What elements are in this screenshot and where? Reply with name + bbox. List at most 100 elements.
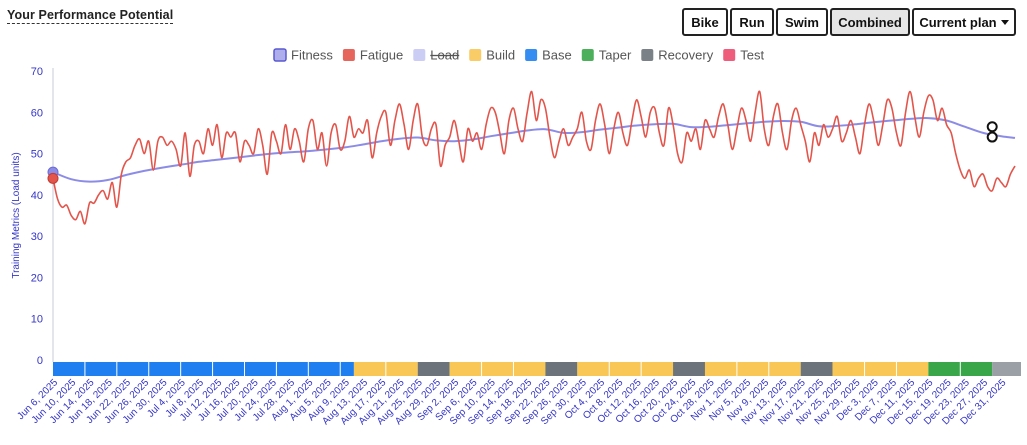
phase-block-taper [928,362,993,376]
phase-block-recovery [417,362,450,376]
x-tick-label: Aug 21, 2025 [357,377,407,427]
x-tick-label: Oct 16, 2025 [614,377,663,426]
y-tick-label: 40 [31,190,43,202]
phase-block-build [577,362,674,376]
x-tick-label: Nov 21, 2025 [776,377,826,427]
legend-label-build[interactable]: Build [486,48,515,63]
legend-label-test[interactable]: Test [740,48,764,63]
phase-block-build [704,362,801,376]
fatigue-start-point [47,172,59,184]
legend-swatch-taper[interactable] [581,49,594,61]
x-tick-label: Dec 15, 2025 [886,377,936,427]
phase-block-other [992,362,1021,376]
x-tick-label: Sep 30, 2025 [539,377,589,427]
legend-label-recovery[interactable]: Recovery [658,48,713,63]
current-plan-dropdown[interactable]: Current plan [912,8,1016,36]
phase-block-build [449,362,546,376]
legend-swatch-base[interactable] [525,49,538,61]
view-toggle-group: Bike Run Swim Combined Current plan [682,8,1016,36]
x-tick-label: Nov 25, 2025 [794,377,844,427]
phase-block-build [832,362,929,376]
fitness-start-point [47,166,59,178]
x-tick-label: Nov 1, 2025 [689,377,735,423]
phase-block-base [53,362,354,376]
x-tick-label: Dec 23, 2025 [922,377,972,427]
phase-block-build [353,362,418,376]
x-tick-label: Sep 18, 2025 [484,377,534,427]
x-tick-label: Nov 29, 2025 [813,377,863,427]
y-axis-title: Training Metrics (Load units) [11,152,22,278]
x-tick-label: Dec 27, 2025 [940,377,990,427]
x-tick-label: Oct 4, 2025 [563,377,608,422]
x-tick-label: Jul 20, 2025 [214,377,261,424]
x-tick-label: Dec 3, 2025 [835,377,881,423]
fitness-hover-point [986,131,998,143]
x-tick-label: Jun 30, 2025 [121,377,170,426]
x-tick-label: Nov 17, 2025 [758,377,808,427]
x-tick-label: Oct 20, 2025 [632,377,681,426]
legend-label-fitness[interactable]: Fitness [291,48,333,63]
y-tick-label: 20 [31,272,43,284]
fitness-hover-point [986,121,998,133]
x-tick-label: Dec 19, 2025 [904,377,954,427]
x-tick-label: Oct 24, 2025 [650,377,699,426]
x-tick-label: Jun 26, 2025 [103,377,152,426]
x-tick-label: Aug 5, 2025 [288,377,334,423]
x-tick-label: Nov 5, 2025 [707,377,753,423]
phase-block-recovery [545,362,578,376]
x-tick-label: Oct 12, 2025 [595,377,644,426]
fatigue-line [52,90,1016,225]
y-tick-label: 70 [31,66,43,78]
x-tick-label: Jul 24, 2025 [233,377,280,424]
x-tick-label: Jun 10, 2025 [30,377,79,426]
x-tick-label: Aug 17, 2025 [339,377,389,427]
y-tick-label: 50 [31,149,43,161]
x-tick-label: Jul 12, 2025 [178,377,225,424]
legend-label-taper[interactable]: Taper [599,48,632,63]
x-tick-label: Dec 11, 2025 [868,377,918,427]
fitness-line [52,117,1016,183]
y-tick-label: 30 [31,231,43,243]
x-tick-label: Jun 22, 2025 [84,377,133,426]
legend-label-load[interactable]: Load [430,48,459,63]
x-tick-label: Aug 9, 2025 [306,377,352,423]
x-tick-label: Nov 9, 2025 [725,377,771,423]
run-button[interactable]: Run [730,8,774,36]
swim-button[interactable]: Swim [776,8,828,36]
legend-label-base[interactable]: Base [542,48,572,63]
legend-swatch-recovery[interactable] [641,49,654,61]
legend-swatch-test[interactable] [723,49,736,61]
y-tick-label: 60 [31,107,43,119]
legend-swatch-build[interactable] [469,49,482,61]
y-tick-label: 0 [37,355,43,367]
phase-block-recovery [800,362,833,376]
x-tick-label: Sep 10, 2025 [448,377,498,427]
x-tick-label: Dec 7, 2025 [853,377,899,423]
legend-swatch-load[interactable] [413,49,426,61]
x-tick-label: Sep 22, 2025 [503,377,553,427]
x-tick-label: Jul 16, 2025 [196,377,243,424]
page-title: Your Performance Potential [7,8,174,24]
x-tick-label: Nov 13, 2025 [740,377,790,427]
caret-down-icon [1000,20,1009,25]
x-tick-label: Sep 2, 2025 [415,377,461,423]
current-plan-label: Current plan [919,14,997,30]
y-tick-label: 10 [31,314,43,326]
legend-label-fatigue[interactable]: Fatigue [360,48,403,63]
x-tick-label: Sep 26, 2025 [521,377,571,427]
x-tick-label: Aug 1, 2025 [270,377,316,423]
x-tick-label: Aug 25, 2025 [375,377,425,427]
x-tick-label: Jul 4, 2025 [145,377,188,420]
x-tick-label: Sep 6, 2025 [434,377,480,423]
x-tick-label: Oct 8, 2025 [581,377,626,422]
bike-button[interactable]: Bike [682,8,728,36]
x-tick-label: Aug 29, 2025 [393,377,443,427]
combined-button[interactable]: Combined [830,8,910,36]
legend-swatch-fatigue[interactable] [342,49,355,61]
x-tick-label: Jun 6, 2025 [15,377,60,422]
legend-swatch-fitness[interactable] [273,48,287,62]
x-tick-label: Aug 13, 2025 [320,377,370,427]
x-tick-label: Oct 28, 2025 [668,377,717,426]
x-tick-label: Jul 8, 2025 [164,377,207,420]
